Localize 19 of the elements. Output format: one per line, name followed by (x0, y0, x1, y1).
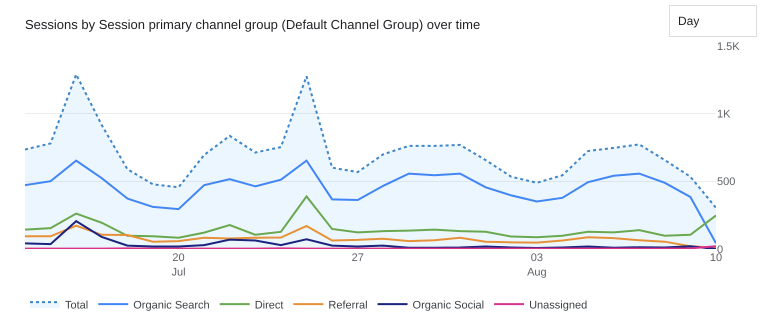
line-series (25, 220, 716, 249)
legend-label: Total (65, 299, 88, 312)
legend-label: Organic Social (412, 299, 484, 312)
y-tick-label: 1K (717, 108, 732, 121)
legend-label: Direct (254, 299, 284, 312)
line-series (25, 224, 716, 249)
x-tick-label: 27 (352, 252, 364, 264)
y-tick-label: 500 (717, 176, 736, 188)
chart-title: Sessions by Session primary channel group (Default Channel Group) over time (25, 16, 480, 32)
x-tick-label: 10 (710, 252, 722, 264)
y-tick-label: 1.5K (717, 40, 740, 53)
line-series (25, 195, 716, 239)
legend-label: Unassigned (529, 299, 588, 312)
x-tick-label: 03 Aug (527, 252, 547, 278)
x-tick-label: 20 Jul (172, 252, 186, 278)
legend-label: Referral (328, 299, 368, 312)
legend-label: Organic Search (133, 299, 210, 312)
text: Day (678, 14, 700, 28)
line-series (25, 160, 716, 244)
